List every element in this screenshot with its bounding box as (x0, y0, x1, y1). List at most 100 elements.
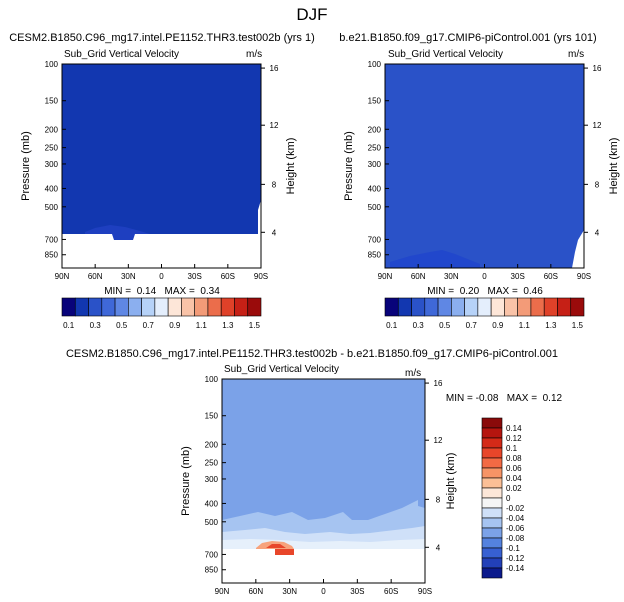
colorbar-box (570, 297, 585, 317)
lat-tick-label: 30S (511, 272, 525, 281)
pressure-tick-label: 700 (368, 235, 382, 244)
pressure-tick-label: 850 (205, 566, 219, 575)
colorbar-box (194, 297, 209, 317)
colorbar-label: 1.1 (519, 321, 531, 330)
colorbar-box (481, 537, 503, 549)
pressure-tick-label: 500 (45, 203, 59, 212)
panel-3-height-ticks: 16 12 8 4 (425, 379, 443, 552)
colorbar-label: 0.1 (386, 321, 398, 330)
colorbar-box (543, 297, 558, 317)
page-title: DJF (296, 5, 327, 24)
colorbar-box (61, 297, 76, 317)
panel-2-units: m/s (568, 49, 584, 60)
lat-tick-label: 60N (411, 272, 426, 281)
panel-1-subtitle: Sub_Grid Vertical Velocity (64, 49, 179, 60)
colorbar-box (481, 447, 503, 459)
panel-1-colorbar-labels: 0.1 0.3 0.5 0.7 0.9 1.1 1.3 1.5 (63, 321, 260, 330)
panel-3-surface-mask (222, 549, 425, 583)
colorbar-box (481, 567, 503, 579)
colorbar-box (481, 487, 503, 499)
colorbar-box (424, 297, 439, 317)
pressure-tick-label: 500 (205, 518, 219, 527)
colorbar-box (481, 557, 503, 569)
panel-3-y2-label: Height (km) (445, 453, 457, 510)
height-tick-label: 16 (270, 64, 279, 73)
pressure-tick-label: 200 (368, 125, 382, 134)
panel-1-colorbar (61, 297, 262, 317)
lat-tick-label: 60S (544, 272, 558, 281)
colorbar-box (128, 297, 142, 317)
panel-2-minmax: MIN = 0.20 MAX = 0.46 (427, 286, 543, 297)
colorbar-box (74, 297, 89, 317)
colorbar-label: 1.3 (222, 321, 234, 330)
lat-tick-label: 0 (321, 587, 326, 596)
colorbar-label: 0.9 (492, 321, 504, 330)
colorbar-label: 0.7 (143, 321, 155, 330)
colorbar-label: 0.7 (466, 321, 478, 330)
colorbar-label: 1.5 (572, 321, 584, 330)
lat-tick-label: 0 (482, 272, 487, 281)
colorbar-label: 0.1 (506, 444, 518, 453)
colorbar-box (481, 467, 503, 479)
colorbar-box (397, 297, 412, 317)
pressure-tick-label: 400 (45, 184, 59, 193)
pressure-tick-label: 400 (205, 499, 219, 508)
panel-1-y-label: Pressure (mb) (20, 131, 32, 201)
colorbar-box (464, 297, 479, 317)
colorbar-label: 0.3 (413, 321, 425, 330)
height-tick-label: 4 (436, 543, 441, 552)
height-tick-label: 8 (436, 495, 441, 504)
height-tick-label: 4 (595, 228, 600, 237)
panel-3-colorbar (481, 417, 503, 579)
panel-3-units: m/s (405, 368, 421, 379)
colorbar-box (154, 297, 169, 317)
lat-tick-label: 90N (378, 272, 393, 281)
panel-3-surface-anomaly (275, 549, 294, 555)
colorbar-box (557, 297, 572, 317)
colorbar-label: -0.14 (506, 564, 525, 573)
lat-tick-label: 30N (121, 272, 136, 281)
colorbar-box (384, 297, 399, 317)
panel-2-pressure-ticks: 100 150 200 250 300 400 500 700 850 (368, 60, 389, 260)
colorbar-box (141, 297, 156, 317)
panel-1-lat-ticks: 90N 60N 30N 0 30S 60S 90S (55, 264, 268, 281)
colorbar-box (481, 417, 503, 429)
colorbar-box (247, 297, 262, 317)
panel-1-field (62, 64, 261, 234)
colorbar-box (477, 297, 492, 317)
colorbar-box (504, 297, 518, 317)
panel-3: CESM2.B1850.C96_mg17.intel.PE1152.THR3.t… (66, 348, 563, 596)
colorbar-label: -0.08 (506, 534, 525, 543)
panel-3-pressure-ticks: 100 150 200 250 300 400 500 700 850 (205, 375, 226, 575)
pressure-tick-label: 200 (205, 440, 219, 449)
height-tick-label: 4 (272, 228, 277, 237)
colorbar-label: 0.04 (506, 474, 522, 483)
colorbar-box (101, 297, 116, 317)
colorbar-label: 0.14 (506, 424, 522, 433)
colorbar-box (451, 297, 465, 317)
pressure-tick-label: 250 (45, 144, 59, 153)
lat-tick-label: 90N (215, 587, 230, 596)
lat-tick-label: 60S (221, 272, 235, 281)
panel-3-colorbar-labels: 0.140.120.10.080.060.040.020-0.02-0.04-0… (506, 424, 525, 573)
colorbar-box (490, 297, 505, 317)
height-tick-label: 16 (593, 64, 602, 73)
colorbar-box (481, 517, 503, 529)
panel-1-y2-label: Height (km) (285, 138, 297, 195)
panel-1-pressure-ticks: 100 150 200 250 300 400 500 700 850 (45, 60, 66, 260)
panel-1-height-ticks: 16 12 8 4 (261, 64, 279, 237)
colorbar-box (481, 507, 503, 519)
panel-2-field (385, 64, 584, 268)
lat-tick-label: 90S (254, 272, 268, 281)
colorbar-box (481, 527, 503, 539)
colorbar-box (517, 297, 532, 317)
panel-2-lowlevel-feature (390, 250, 480, 268)
pressure-tick-label: 100 (368, 60, 382, 69)
colorbar-box (481, 457, 503, 469)
colorbar-label: -0.06 (506, 524, 525, 533)
colorbar-box (411, 297, 426, 317)
colorbar-label: 0.5 (116, 321, 128, 330)
pressure-tick-label: 250 (205, 459, 219, 468)
colorbar-label: -0.12 (506, 554, 525, 563)
